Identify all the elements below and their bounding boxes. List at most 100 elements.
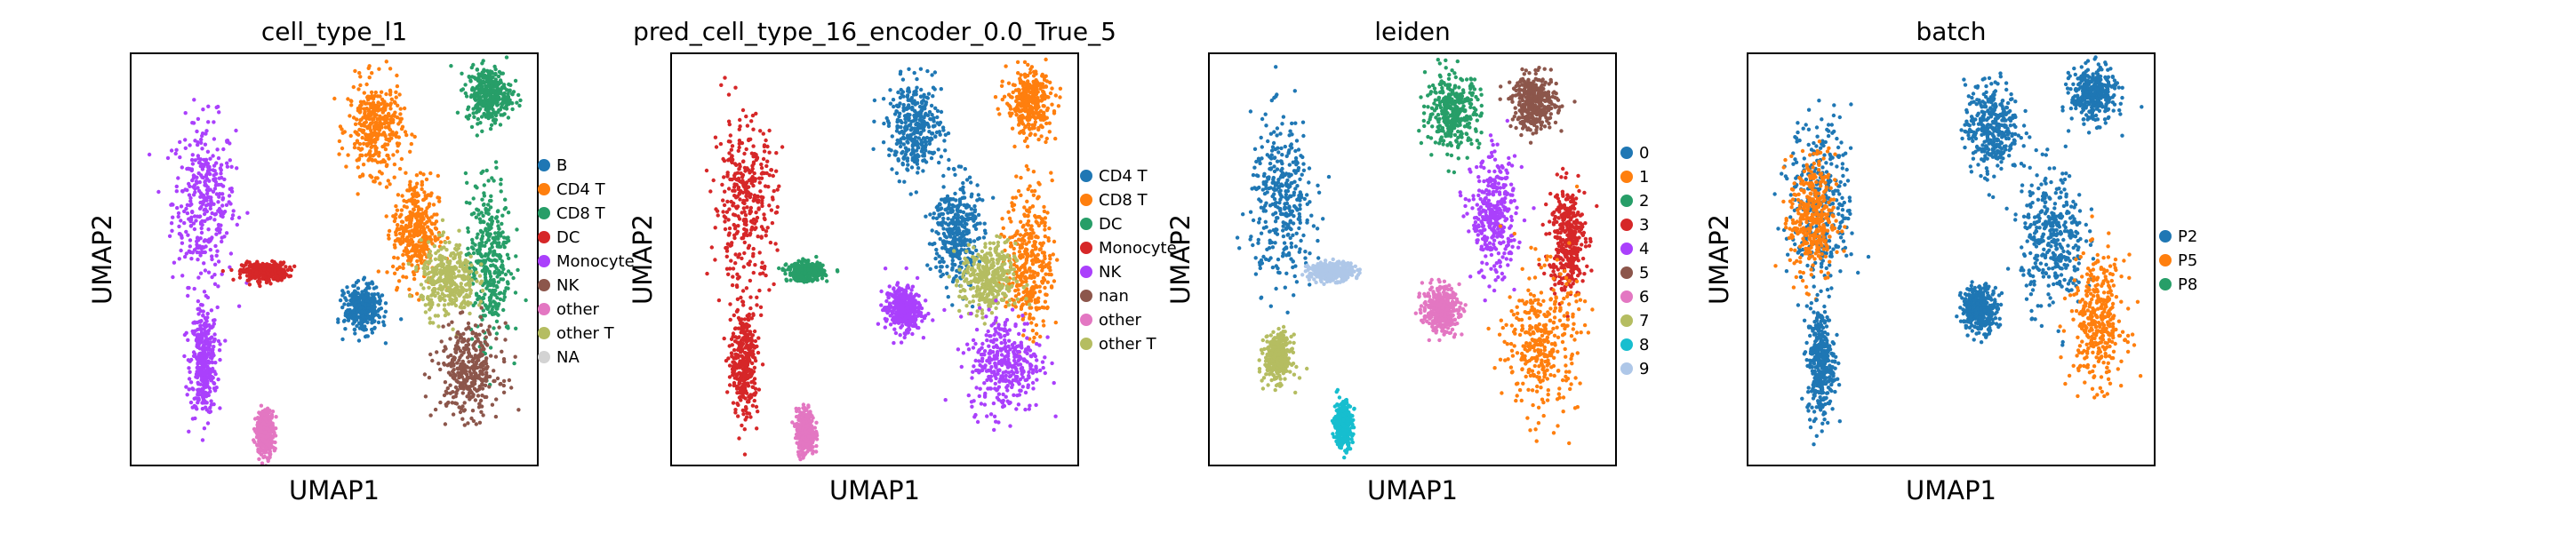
scatter-point bbox=[257, 282, 261, 286]
scatter-point bbox=[486, 238, 491, 243]
scatter-point bbox=[509, 386, 514, 390]
scatter-point bbox=[197, 206, 203, 211]
scatter-point bbox=[732, 235, 737, 241]
scatter-point bbox=[367, 76, 372, 80]
scatter-point bbox=[722, 336, 726, 341]
scatter-point bbox=[364, 101, 369, 106]
scatter-point bbox=[501, 378, 507, 384]
scatter-point bbox=[187, 387, 191, 392]
scatter-point bbox=[460, 368, 464, 373]
scatter-point bbox=[760, 203, 764, 209]
scatter-point bbox=[748, 233, 752, 237]
scatter-point bbox=[459, 282, 463, 286]
scatter-point bbox=[728, 317, 732, 322]
scatter-point bbox=[353, 122, 358, 126]
scatter-point bbox=[783, 272, 788, 276]
scatter-point bbox=[408, 179, 412, 184]
scatter-point bbox=[492, 277, 496, 282]
scatter-point bbox=[384, 163, 389, 169]
scatter-point bbox=[383, 114, 388, 118]
scatter-point bbox=[188, 244, 192, 249]
scatter-point bbox=[780, 145, 785, 149]
scatter-point bbox=[203, 219, 207, 224]
scatter-point bbox=[452, 357, 457, 362]
scatter-point bbox=[384, 91, 388, 97]
scatter-point bbox=[468, 254, 473, 259]
scatter-point bbox=[366, 314, 371, 318]
scatter-point bbox=[741, 219, 746, 223]
scatter-point bbox=[225, 161, 229, 165]
scatter-point bbox=[459, 406, 464, 411]
scatter-point bbox=[482, 99, 486, 103]
scatter-point bbox=[480, 234, 485, 239]
scatter-point bbox=[768, 240, 773, 245]
scatter-point bbox=[382, 132, 387, 137]
scatter-point bbox=[356, 165, 360, 170]
scatter-point bbox=[426, 240, 431, 244]
scatter-point bbox=[524, 298, 528, 303]
scatter-point bbox=[190, 210, 195, 214]
scatter-point bbox=[361, 115, 365, 120]
scatter-point bbox=[507, 378, 512, 383]
scatter-point bbox=[271, 276, 276, 282]
scatter-point bbox=[505, 280, 510, 284]
scatter-point bbox=[772, 282, 776, 287]
scatter-point bbox=[722, 214, 726, 219]
scatter-point bbox=[486, 179, 491, 183]
scatter-point bbox=[196, 154, 201, 158]
scatter-point bbox=[370, 330, 375, 335]
scatter-point bbox=[472, 341, 476, 346]
scatter-point bbox=[370, 313, 374, 317]
scatter-point bbox=[489, 123, 494, 127]
scatter-point bbox=[468, 287, 472, 291]
scatter-point bbox=[190, 162, 196, 166]
scatter-point bbox=[454, 378, 459, 384]
scatter-point bbox=[464, 115, 468, 119]
scatter-point bbox=[372, 326, 377, 330]
scatter-point bbox=[156, 189, 161, 195]
scatter-point bbox=[469, 354, 474, 359]
scatter-point bbox=[407, 294, 412, 298]
legend-item: CD4 T bbox=[538, 180, 606, 199]
scatter-point bbox=[487, 102, 492, 107]
scatter-point bbox=[447, 240, 452, 244]
scatter-point bbox=[245, 211, 250, 215]
scatter-point bbox=[201, 370, 206, 375]
scatter-point bbox=[484, 106, 489, 110]
scatter-point bbox=[361, 163, 366, 167]
scatter-point bbox=[474, 215, 478, 219]
scatter-point bbox=[736, 414, 740, 418]
scatter-point bbox=[184, 385, 188, 389]
scatter-point bbox=[495, 376, 500, 381]
legend-label: NK bbox=[556, 276, 580, 295]
scatter-point bbox=[480, 70, 484, 75]
scatter-point bbox=[268, 452, 273, 457]
scatter-point bbox=[499, 381, 503, 386]
scatter-point bbox=[497, 325, 501, 330]
scatter-point bbox=[713, 226, 717, 230]
scatter-point bbox=[212, 386, 217, 391]
scatter-point bbox=[498, 297, 503, 301]
scatter-point bbox=[492, 64, 497, 69]
scatter-point bbox=[753, 393, 757, 397]
scatter-point bbox=[814, 254, 819, 259]
scatter-point bbox=[374, 285, 379, 290]
scatter-point bbox=[386, 153, 390, 158]
scatter-point bbox=[500, 71, 505, 76]
scatter-point bbox=[212, 345, 216, 349]
scatter-point bbox=[487, 288, 492, 293]
scatter-point bbox=[478, 78, 483, 83]
scatter-point bbox=[370, 121, 375, 125]
scatter-point bbox=[216, 155, 221, 161]
scatter-point bbox=[404, 132, 409, 138]
scatter-point bbox=[225, 164, 230, 169]
scatter-point bbox=[214, 171, 219, 176]
scatter-point bbox=[500, 97, 505, 102]
scatter-point bbox=[419, 217, 423, 221]
scatter-point bbox=[462, 401, 467, 405]
scatter-point bbox=[736, 176, 741, 181]
scatter-point bbox=[211, 366, 215, 371]
scatter-point bbox=[204, 390, 208, 395]
scatter-point bbox=[490, 70, 494, 76]
scatter-point bbox=[266, 409, 271, 413]
